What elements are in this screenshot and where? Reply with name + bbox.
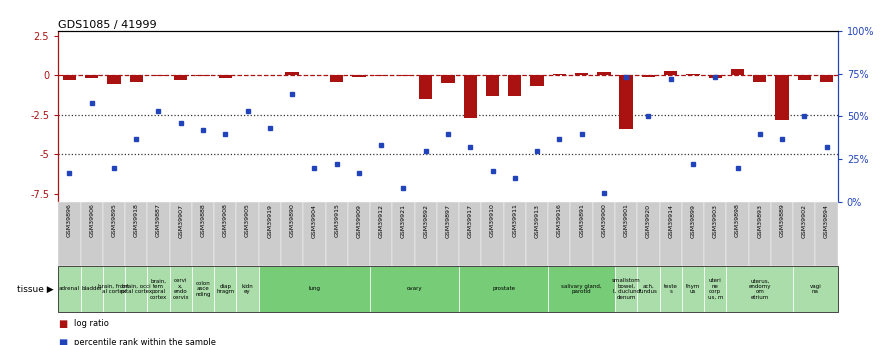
Bar [151,75,165,76]
Text: uterus,
endomy
om
etrium: uterus, endomy om etrium [748,278,771,299]
Text: GSM39897: GSM39897 [445,204,451,238]
Text: GSM39909: GSM39909 [357,204,361,238]
Text: teste
s: teste s [664,284,677,294]
Text: GDS1085 / 41999: GDS1085 / 41999 [58,20,157,30]
Bar [463,75,477,118]
Bar [575,73,589,75]
Bar [63,75,76,80]
Text: vagi
na: vagi na [810,284,822,294]
Text: GSM39919: GSM39919 [267,204,272,238]
Text: GSM39915: GSM39915 [334,204,340,237]
Bar [508,75,521,96]
Text: bladder: bladder [81,286,102,292]
Bar [530,75,544,86]
Text: brain, front
al cortex: brain, front al cortex [99,284,129,294]
Text: GSM39895: GSM39895 [111,204,116,237]
Bar [619,75,633,129]
Text: kidn
ey: kidn ey [242,284,254,294]
Bar [419,75,433,99]
Text: GSM39914: GSM39914 [668,204,673,238]
Text: GSM39899: GSM39899 [691,204,695,238]
Text: GSM39898: GSM39898 [735,204,740,237]
Bar [130,75,142,82]
Text: thym
us: thym us [685,284,700,294]
Text: brain,
tem
poral
cortex: brain, tem poral cortex [150,278,167,299]
Bar [442,75,454,83]
Bar [820,75,833,82]
Text: diap
hragm: diap hragm [216,284,235,294]
Text: GSM39906: GSM39906 [89,204,94,237]
Text: lung: lung [308,286,321,292]
Bar [219,75,232,78]
Bar [553,74,566,75]
Text: ■: ■ [58,338,67,345]
Text: GSM39902: GSM39902 [802,204,807,238]
Bar [598,72,610,75]
Text: GSM39889: GSM39889 [780,204,785,237]
Text: GSM39888: GSM39888 [201,204,205,237]
Text: GSM39901: GSM39901 [624,204,629,237]
Bar [754,75,766,82]
Text: GSM39891: GSM39891 [579,204,584,237]
Bar [85,75,99,78]
Text: GSM39892: GSM39892 [423,204,428,238]
Text: GSM39900: GSM39900 [601,204,607,237]
Text: brain, occi
pital cortex: brain, occi pital cortex [121,284,151,294]
Text: GSM39896: GSM39896 [67,204,72,237]
Text: GSM39911: GSM39911 [513,204,517,237]
Text: prostate: prostate [492,286,515,292]
Bar [196,75,210,76]
Bar [375,75,388,76]
Text: cervi
x,
endo
cervix: cervi x, endo cervix [172,278,189,299]
Bar [664,71,677,75]
Bar [352,75,366,77]
Text: GSM39913: GSM39913 [535,204,539,238]
Text: colon
asce
nding: colon asce nding [195,281,211,297]
Text: ■: ■ [58,319,67,329]
Text: GSM39905: GSM39905 [245,204,250,237]
Text: GSM39917: GSM39917 [468,204,473,238]
Text: smallstom
bowel,
I, duclund
denum: smallstom bowel, I, duclund denum [612,278,641,299]
Text: GSM39890: GSM39890 [289,204,295,237]
Bar [642,75,655,77]
Text: percentile rank within the sample: percentile rank within the sample [74,338,216,345]
Bar [108,75,121,84]
Text: ach,
fundus: ach, fundus [639,284,658,294]
Text: log ratio: log ratio [74,319,109,328]
Text: GSM39908: GSM39908 [223,204,228,237]
Text: ovary: ovary [407,286,422,292]
Text: uteri
ne
corp
us, m: uteri ne corp us, m [708,278,723,299]
Text: GSM39918: GSM39918 [134,204,139,237]
Bar [174,75,187,80]
Text: GSM39893: GSM39893 [757,204,762,238]
Text: GSM39904: GSM39904 [312,204,317,238]
Bar [775,75,788,120]
Text: GSM39910: GSM39910 [490,204,495,237]
Text: GSM39921: GSM39921 [401,204,406,238]
Text: adrenal: adrenal [59,286,80,292]
Text: GSM39916: GSM39916 [556,204,562,237]
Bar [709,75,722,79]
Text: GSM39894: GSM39894 [824,204,829,238]
Bar [486,75,499,96]
Text: GSM39907: GSM39907 [178,204,184,238]
Bar [731,69,745,75]
Text: GSM39903: GSM39903 [712,204,718,238]
Text: tissue ▶: tissue ▶ [17,284,54,294]
Bar [286,72,298,75]
Bar [686,74,700,75]
Bar [330,75,343,82]
Text: GSM39887: GSM39887 [156,204,161,237]
Text: salivary gland,
parotid: salivary gland, parotid [561,284,602,294]
Bar [397,75,410,76]
Text: GSM39912: GSM39912 [379,204,383,238]
Text: GSM39920: GSM39920 [646,204,651,238]
Bar [797,75,811,80]
